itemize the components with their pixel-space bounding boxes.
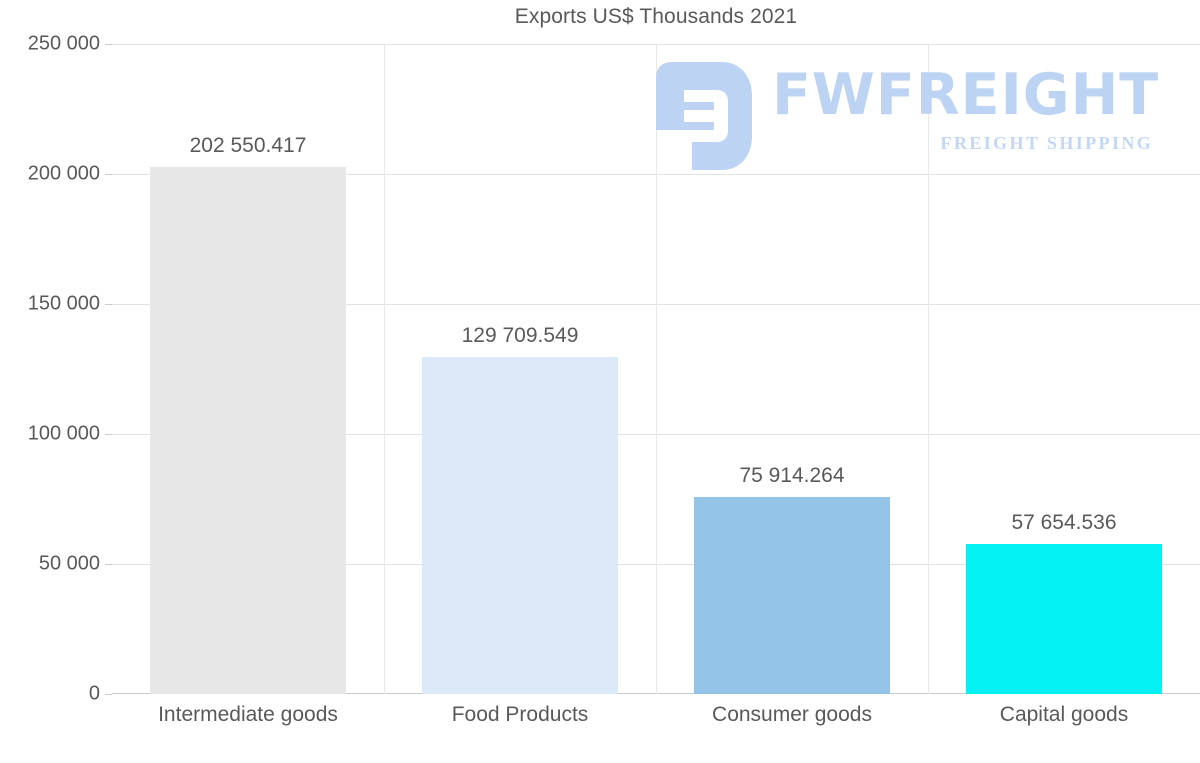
bar-value-label: 57 654.536: [1011, 511, 1117, 535]
bar-value-label: 202 550.417: [189, 134, 307, 158]
chart-title: Exports US$ Thousands 2021: [514, 5, 798, 28]
y-axis: 0 50 000 100 000 150 000 200 000 250 000: [0, 33, 1200, 705]
bar[interactable]: [694, 496, 890, 694]
bar[interactable]: [150, 167, 346, 694]
y-axis-tick-label: 250 000: [27, 32, 100, 55]
y-axis-tick-label: 100 000: [27, 422, 100, 445]
gridline-vertical: [656, 44, 657, 694]
gridline-vertical: [384, 44, 385, 694]
y-axis-tick-label: 200 000: [27, 162, 100, 185]
bar[interactable]: [422, 356, 618, 694]
bar-value-label: 75 914.264: [739, 463, 845, 487]
plot-area: 202 550.417 129 709.549 75 914.264 57 654.5…: [112, 44, 1200, 694]
x-axis-category-label: Food Products: [451, 703, 589, 726]
x-axis-category-label: Consumer goods: [712, 703, 872, 726]
y-axis-tick-mark: [105, 564, 112, 565]
bar[interactable]: [966, 544, 1162, 694]
y-axis-tick-label: 150 000: [27, 292, 100, 315]
y-axis-tick-label: 0: [88, 682, 100, 705]
bar-value-label: 129 709.549: [461, 323, 579, 347]
y-axis-tick-mark: [105, 434, 112, 435]
y-axis-tick-mark: [105, 174, 112, 175]
y-axis-tick-mark: [105, 44, 112, 45]
y-axis-tick-label: 50 000: [38, 552, 100, 575]
x-axis-category-label: Capital goods: [999, 703, 1129, 726]
x-axis-category-label: Intermediate goods: [158, 703, 338, 726]
y-axis-tick-mark: [105, 304, 112, 305]
y-axis-tick-mark: [105, 694, 112, 695]
gridline-vertical: [928, 44, 929, 694]
